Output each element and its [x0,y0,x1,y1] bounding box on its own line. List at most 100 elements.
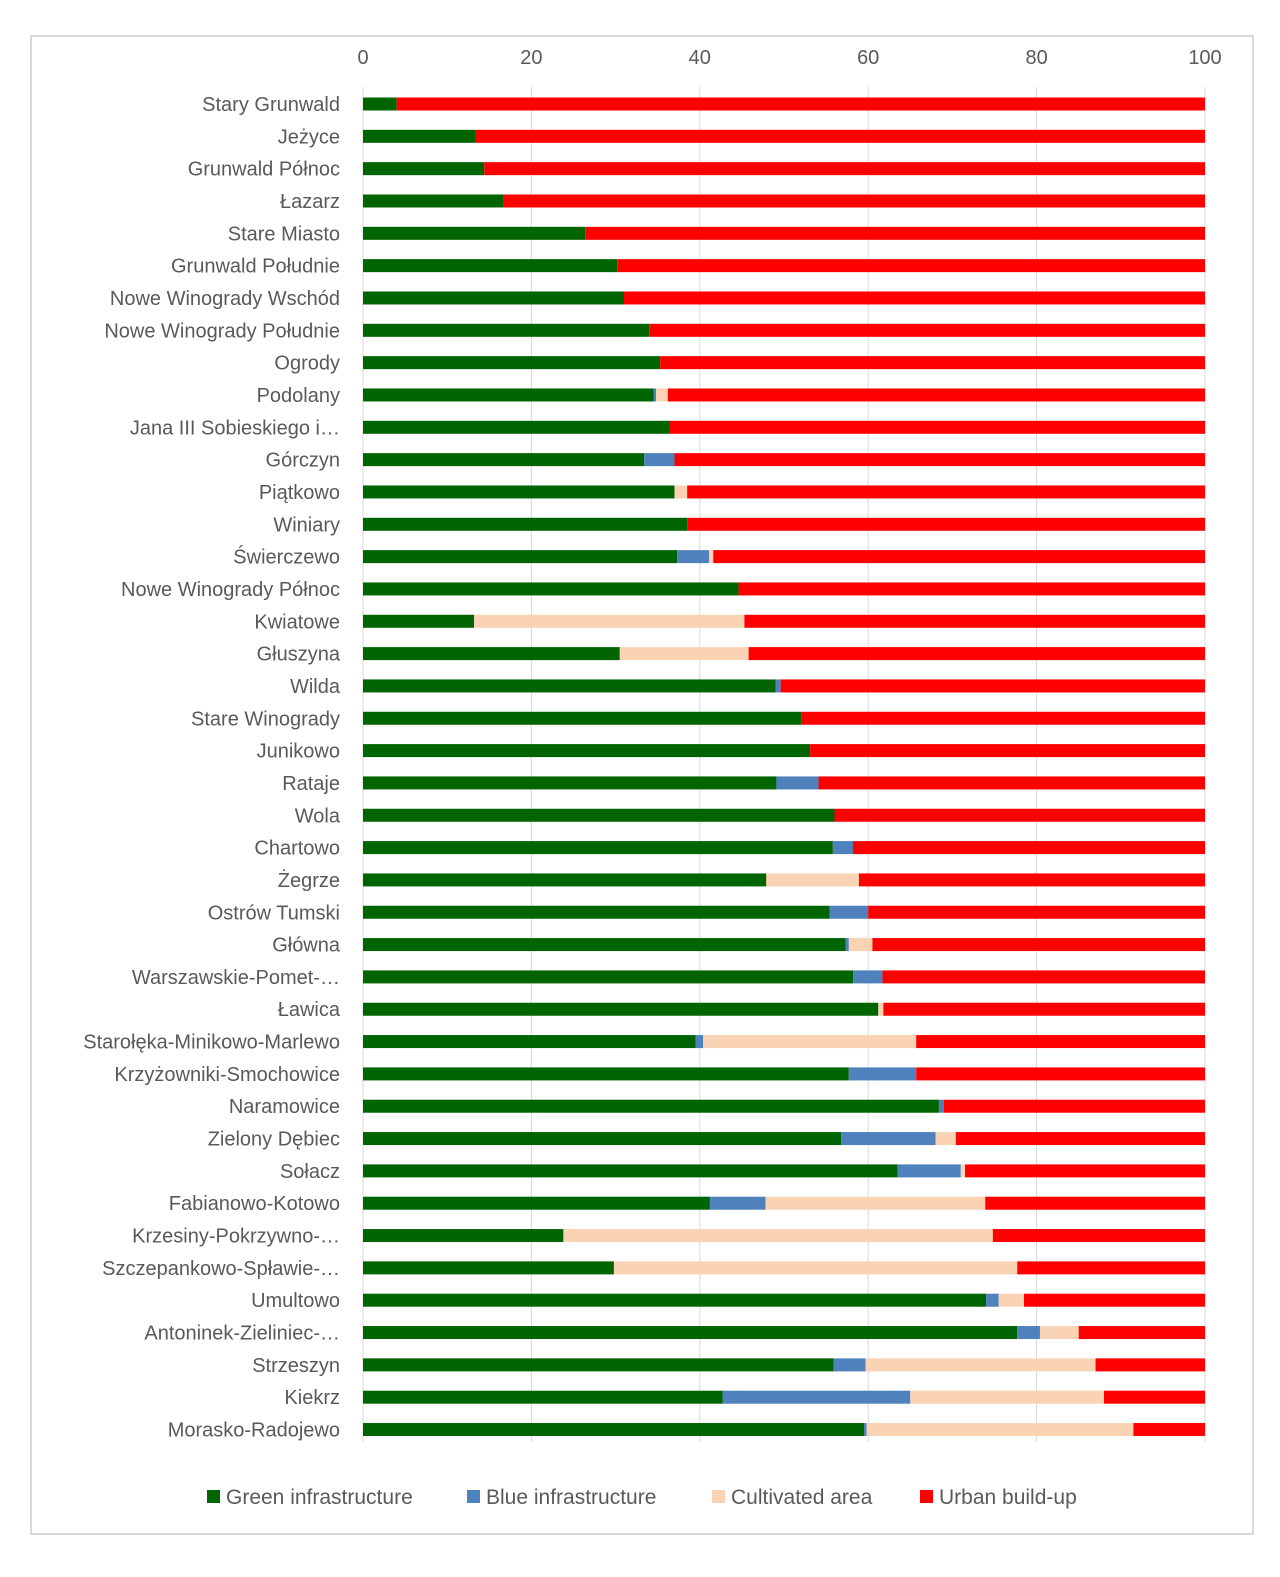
category-label: Rataje [282,773,340,795]
category-label: Górczyn [266,450,340,472]
category-label: Ostrów Tumski [208,902,340,924]
bar-segment-green-infrastructure [363,1002,879,1016]
bar-segment-green-infrastructure [363,453,645,467]
bar-segment-green-infrastructure [363,841,833,855]
bar-segment-urban-build-up [744,614,1205,628]
bar-segment-cultivated-area [960,1164,966,1178]
bar-segment-urban-build-up [916,1035,1205,1049]
category-label: Wilda [290,676,341,698]
category-label: Strzeszyn [252,1355,340,1377]
legend-swatch [207,1490,220,1503]
bar-segment-green-infrastructure [363,356,661,370]
bar-segment-green-infrastructure [363,873,767,887]
bar-segment-blue-infrastructure [897,1164,961,1178]
bar-segment-blue-infrastructure [776,776,819,790]
bar-segment-urban-build-up [649,323,1205,337]
bar-segment-green-infrastructure [363,1390,723,1404]
category-label: Nowe Winogrady Południe [104,320,340,342]
bar-segment-urban-build-up [617,259,1205,273]
legend-swatch [467,1490,480,1503]
bar-segment-urban-build-up [738,582,1205,596]
bar-segment-cultivated-area [878,1002,884,1016]
bar-segment-green-infrastructure [363,1326,1018,1340]
bar-segment-green-infrastructure [363,291,625,305]
bar-segment-green-infrastructure [363,485,675,499]
x-tick-label: 20 [520,47,542,69]
bar-segment-urban-build-up [484,162,1205,176]
bar-segment-cultivated-area [656,388,668,402]
bar-segment-blue-infrastructure [1017,1326,1040,1340]
category-label: Szczepankowo-Spławie-… [102,1258,340,1280]
bar-segment-green-infrastructure [363,905,830,919]
bar-segment-green-infrastructure [363,1358,834,1372]
bar-segment-urban-build-up [955,1132,1205,1146]
bar-segment-green-infrastructure [363,1261,614,1275]
bar-segment-cultivated-area [866,1423,1134,1437]
bar-segment-green-infrastructure [363,226,586,240]
bar-segment-urban-build-up [818,776,1205,790]
bar-segment-urban-build-up [624,291,1205,305]
bar-segment-urban-build-up [687,485,1205,499]
category-label: Wola [295,805,341,827]
bar-segment-green-infrastructure [363,1164,898,1178]
bar-segment-blue-infrastructure [986,1293,999,1307]
bar-segment-urban-build-up [882,970,1205,984]
category-label: Stare Miasto [228,223,340,245]
bar-segment-blue-infrastructure [845,938,849,952]
bar-segment-green-infrastructure [363,1293,987,1307]
category-labels: Stary Grunwald Jeżyce Grunwald Północ Łazar… [83,94,341,1442]
category-label: Krzyżowniki-Smochowice [114,1064,340,1086]
bar-segment-green-infrastructure [363,679,776,693]
bar-segment-urban-build-up [883,1002,1205,1016]
category-label: Starołęka-Minikowo-Marlewo [83,1032,340,1054]
legend: Green infrastructure Blue infrastructure C… [207,1486,1077,1509]
category-label: Kwiatowe [254,611,340,633]
bar-segment-urban-build-up [667,388,1205,402]
bar-segment-blue-infrastructure [832,841,854,855]
bar-segment-urban-build-up [396,97,1205,111]
x-axis-ticks: 0 20 40 60 80 100 [357,47,1221,69]
bar-segment-green-infrastructure [363,970,854,984]
gridlines [362,87,1206,1442]
bar-segment-urban-build-up [801,711,1205,725]
bar-segment-green-infrastructure [363,647,620,661]
bar-segment-urban-build-up [1133,1423,1205,1437]
bar-segment-cultivated-area [765,1196,986,1210]
bar-segment-urban-build-up [1017,1261,1205,1275]
bar-segment-blue-infrastructure [833,1358,866,1372]
bar-segment-cultivated-area [910,1390,1104,1404]
bar-segment-green-infrastructure [363,1229,564,1243]
category-label: Kiekrz [284,1387,340,1409]
bar-segment-cultivated-area [619,647,749,661]
bar-segment-green-infrastructure [363,259,618,273]
bar-segment-cultivated-area [703,1035,917,1049]
bar-segment-urban-build-up [965,1164,1205,1178]
category-label: Junikowo [257,741,340,763]
legend-label: Green infrastructure [226,1486,413,1509]
bar-segment-green-infrastructure [363,808,835,822]
bar-segment-blue-infrastructure [841,1132,936,1146]
category-label: Krzesiny-Pokrzywno-… [132,1226,340,1248]
bar-segment-blue-infrastructure [829,905,869,919]
bar-segment-urban-build-up [1095,1358,1205,1372]
bar-segment-cultivated-area [674,485,688,499]
bar-segment-urban-build-up [713,550,1205,564]
legend-swatch [920,1490,933,1503]
bar-segment-urban-build-up [943,1099,1205,1113]
bar-segment-urban-build-up [868,905,1205,919]
bar-segment-cultivated-area [766,873,859,887]
bar-segment-urban-build-up [660,356,1205,370]
legend-label: Blue infrastructure [486,1486,656,1509]
bar-segment-urban-build-up [1023,1293,1205,1307]
category-label: Nowe Winogrady Północ [121,579,340,601]
category-label: Stare Winogrady [191,708,340,730]
bar-segment-urban-build-up [1078,1326,1205,1340]
category-label: Zielony Dębiec [208,1129,340,1151]
category-label: Głuszyna [257,644,341,666]
category-label: Świerczewo [233,545,340,569]
legend-label: Cultivated area [731,1486,873,1509]
bar-segment-blue-infrastructure [644,453,675,467]
bar-segment-urban-build-up [992,1229,1205,1243]
bar-segment-cultivated-area [848,938,873,952]
